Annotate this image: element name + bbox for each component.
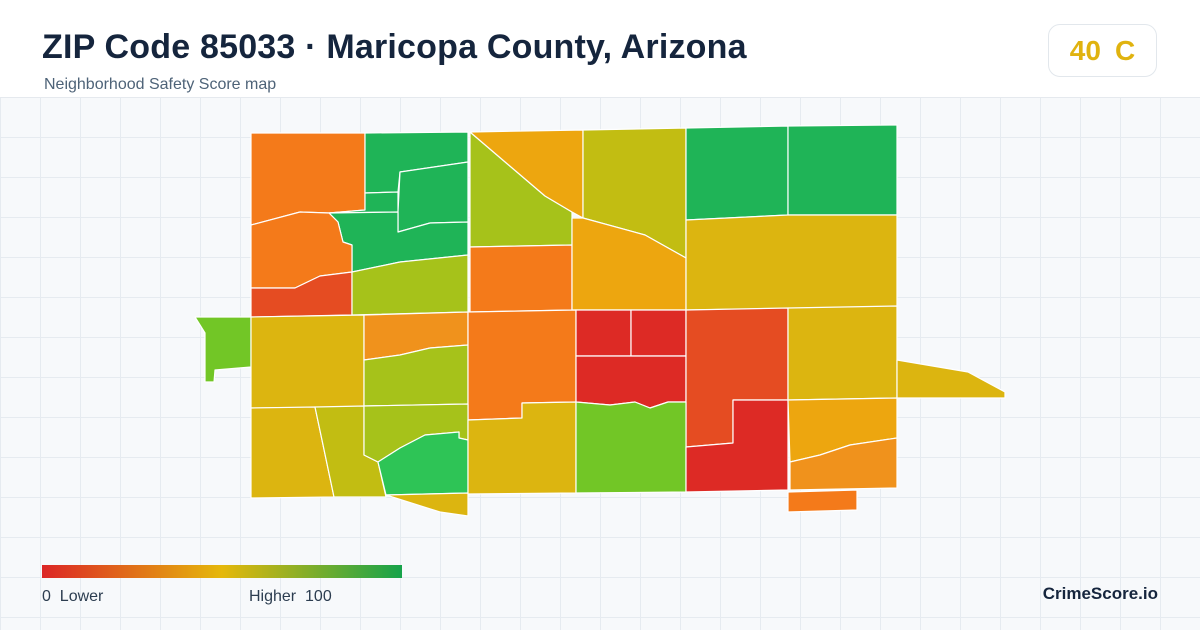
map-region[interactable] — [575, 401, 687, 494]
brand-logo-text[interactable]: CrimeScore.io — [1042, 584, 1158, 603]
score-badge: 40 C — [1048, 24, 1157, 77]
legend-min-label: Lower — [59, 588, 104, 605]
map-region[interactable] — [397, 161, 469, 233]
map-region[interactable] — [896, 359, 1006, 399]
legend-max: Higher 100 — [249, 588, 332, 606]
legend-min-value: 0 — [42, 588, 51, 605]
map-region[interactable] — [789, 437, 898, 491]
map-region[interactable] — [575, 355, 687, 409]
score-grade: C — [1114, 34, 1136, 66]
map-region[interactable] — [250, 314, 365, 409]
map-region[interactable] — [469, 244, 573, 313]
header — [0, 0, 1200, 98]
map-region[interactable] — [469, 129, 584, 219]
page-subtitle: Neighborhood Safety Score map — [44, 76, 277, 93]
page-title: ZIP Code 85033 · Maricopa County, Arizon… — [42, 28, 747, 66]
map-region[interactable] — [787, 305, 898, 401]
score-value: 40 — [1069, 34, 1101, 66]
legend-color-bar — [42, 565, 402, 578]
map-region[interactable] — [575, 309, 632, 357]
map-region[interactable] — [787, 489, 858, 513]
map-region[interactable] — [351, 254, 469, 316]
legend-max-value: 100 — [305, 588, 332, 605]
legend-min: 0 Lower — [42, 588, 103, 606]
legend-max-label: Higher — [249, 588, 297, 605]
map-region[interactable] — [685, 125, 789, 221]
map-region[interactable] — [630, 309, 687, 357]
map-region[interactable] — [787, 124, 898, 216]
map-region[interactable] — [685, 214, 898, 311]
map-region[interactable] — [194, 316, 252, 383]
map-region[interactable] — [385, 492, 469, 517]
